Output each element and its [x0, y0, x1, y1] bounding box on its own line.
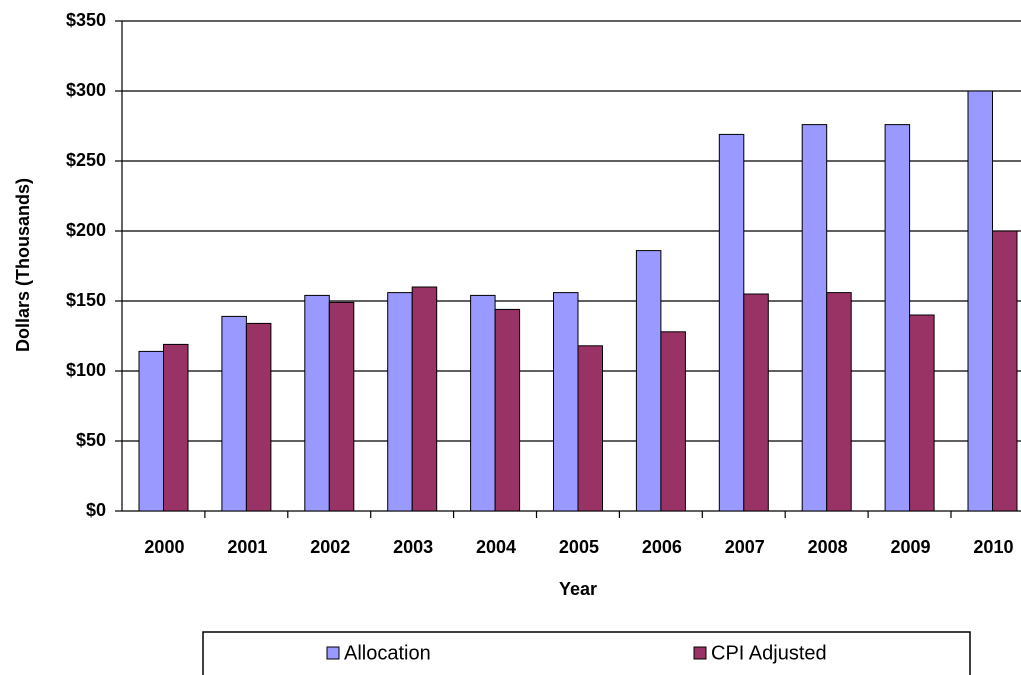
bar — [909, 314, 935, 512]
y-tick-label: $200 — [66, 220, 106, 240]
bar — [494, 308, 521, 512]
legend-label: Allocation — [344, 642, 431, 664]
y-axis-title: Dollars (Thousands) — [13, 178, 33, 352]
x-tick-label: 2002 — [310, 537, 350, 557]
bar — [245, 322, 272, 512]
bar — [967, 90, 993, 512]
x-tick-label: 2000 — [144, 537, 184, 557]
bar — [801, 124, 828, 512]
y-tick-label: $50 — [76, 430, 106, 450]
bar — [718, 133, 745, 512]
bar — [411, 286, 438, 512]
bar — [163, 343, 189, 512]
x-axis-title: Year — [559, 579, 597, 599]
bar — [304, 294, 330, 512]
bar — [470, 294, 496, 512]
x-tick-label: 2001 — [227, 537, 267, 557]
bar — [992, 230, 1018, 512]
bar — [635, 250, 662, 512]
x-tick-label: 2010 — [973, 537, 1013, 557]
bar — [387, 292, 413, 512]
bar — [826, 292, 852, 512]
bar — [884, 124, 911, 512]
bar — [328, 301, 355, 512]
x-tick-label: 2005 — [559, 537, 599, 557]
x-tick-label: 2004 — [476, 537, 516, 557]
y-tick-label: $150 — [66, 290, 106, 310]
x-tick-label: 2007 — [725, 537, 765, 557]
legend-label: CPI Adjusted — [711, 642, 827, 664]
legend-box — [202, 631, 971, 675]
x-tick-label: 2003 — [393, 537, 433, 557]
legend-swatch — [326, 646, 340, 660]
y-tick-label: $350 — [66, 10, 106, 30]
bar — [138, 350, 164, 512]
bar — [553, 292, 579, 512]
y-tick-label: $300 — [66, 80, 106, 100]
x-tick-label: 2009 — [891, 537, 931, 557]
x-tick-label: 2008 — [808, 537, 848, 557]
bar — [221, 315, 247, 512]
bar — [660, 331, 686, 512]
bar — [743, 293, 769, 512]
y-tick-label: $0 — [86, 500, 106, 520]
y-tick-label: $250 — [66, 150, 106, 170]
legend-swatch — [693, 646, 707, 660]
y-tick-label: $100 — [66, 360, 106, 380]
bar — [577, 345, 603, 512]
x-tick-label: 2006 — [642, 537, 682, 557]
